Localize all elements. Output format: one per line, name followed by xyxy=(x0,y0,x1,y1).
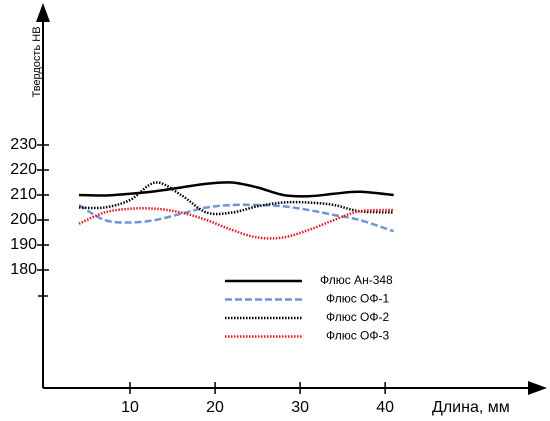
x-tick-label: 20 xyxy=(206,399,224,416)
y-tick-label: 210 xyxy=(10,186,37,203)
y-tick-label: 200 xyxy=(10,211,37,228)
series-line xyxy=(78,181,394,216)
legend-label: Флюс ОФ-3 xyxy=(326,329,390,343)
x-tick-label: 30 xyxy=(291,399,309,416)
y-axis-label: Твердость НВ xyxy=(31,26,43,97)
y-tick-label: 230 xyxy=(10,136,37,153)
y-tick-label: 190 xyxy=(10,236,37,253)
x-tick-label: 40 xyxy=(376,399,394,416)
series-line xyxy=(78,181,394,198)
y-axis-arrow xyxy=(36,3,50,22)
series-line xyxy=(78,207,394,240)
y-tick-label: 180 xyxy=(10,261,37,278)
legend-label: Флюс ОФ-1 xyxy=(326,292,390,306)
legend-label: Флюс Ан-348 xyxy=(320,273,393,287)
x-axis-arrow xyxy=(528,381,547,395)
y-tick-label: 220 xyxy=(10,161,37,178)
series-line xyxy=(78,203,395,233)
legend-label: Флюс ОФ-2 xyxy=(326,310,390,324)
x-tick-label: 10 xyxy=(121,399,139,416)
x-axis-label: Длина, мм xyxy=(432,399,510,416)
